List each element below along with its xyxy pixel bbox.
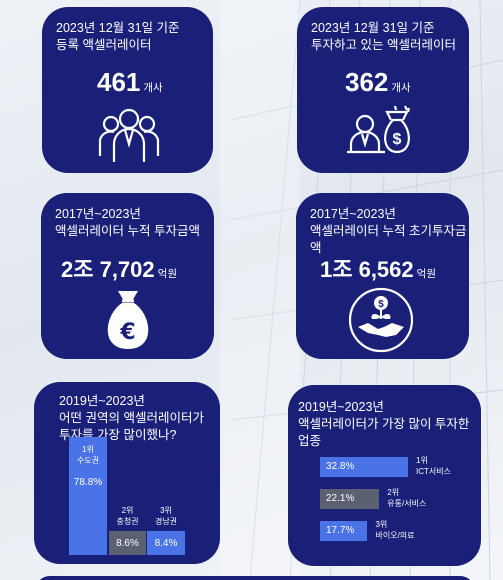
region-bar	[109, 531, 146, 555]
region-rank: 1위	[82, 444, 94, 454]
industry-rank: 1위	[416, 456, 428, 465]
stat-value: 461 개사	[97, 67, 163, 97]
card-title: 투자하고 있는 액셀러레이터	[311, 38, 456, 52]
investor-money-bag-icon: $	[347, 105, 411, 154]
people-group-icon	[98, 108, 160, 162]
svg-text:€: €	[119, 320, 135, 345]
industry-chart-card: 2019년~2023년 액셀러레이터가 가장 많이 투자한 업종 32.8% 1위…	[288, 385, 481, 566]
region-bar-label: 1위 수도권	[63, 444, 113, 466]
region-value-label: 8.6%	[116, 538, 139, 549]
stat-value: 1조 6,562 억원	[320, 257, 436, 282]
svg-text:$: $	[378, 299, 384, 310]
card-date-label: 2017년~2023년	[55, 207, 141, 221]
industry-name: 바이오/의료	[375, 531, 415, 540]
region-name: 수도권	[76, 455, 100, 465]
card-date-label: 2017년~2023년	[310, 207, 396, 221]
industry-rank: 2위	[387, 488, 400, 497]
cumulative-investment-card: 2017년~2023년 액셀러레이터 누적 투자금액 2조 7,702 억원 €	[41, 193, 214, 359]
region-value-label: 8.4%	[154, 538, 178, 549]
next-card	[35, 576, 475, 580]
card-title: 어떤 권역의 액셀러레이터가	[59, 411, 204, 425]
initial-investment-card: 2017년~2023년 액셀러레이터 누적 초기투자금액 1조 6,562 억원 …	[296, 193, 469, 359]
industry-bar: 17.7%	[320, 521, 368, 541]
card-title: 액셀러레이터 누적 초기투자금액	[310, 224, 467, 255]
card-date-label: 2023년 12월 31일 기준	[311, 21, 435, 35]
industry-bar: 22.1%	[320, 489, 380, 509]
region-name: 충청권	[116, 517, 139, 526]
stat-value: 2조 7,702 억원	[61, 257, 177, 282]
investing-accelerators-card: 2023년 12월 31일 기준 투자하고 있는 액셀러레이터 362 개사 $	[297, 7, 469, 173]
industry-bar: 32.8%	[320, 457, 408, 477]
card-title: 등록 액셀러레이터	[56, 38, 152, 52]
registered-accelerators-card: 2023년 12월 31일 기준 등록 액셀러레이터 461 개사	[42, 7, 213, 173]
region-name: 경남권	[154, 517, 178, 526]
region-bar	[147, 531, 185, 555]
region-rank: 3위	[160, 506, 172, 515]
region-bar	[69, 436, 107, 555]
svg-text:$: $	[393, 131, 402, 148]
card-title: 액셀러레이터 누적 투자금액	[55, 224, 200, 238]
stat-value: 362 개사	[345, 67, 411, 97]
euro-money-bag-icon: €	[107, 291, 149, 349]
handshake-coin-plant-icon: $	[348, 287, 414, 353]
region-chart-card: 2019년~2023년 어떤 권역의 액셀러레이터가 투자를 가장 많이했나? …	[34, 382, 220, 564]
region-value-label: 78.8%	[73, 476, 103, 488]
card-date-label: 2019년~2023년	[298, 400, 384, 414]
region-rank: 2위	[121, 506, 134, 515]
card-date-label: 2019년~2023년	[59, 394, 145, 408]
industry-bar-label: 1위 ICT서비스	[416, 455, 451, 477]
card-date-label: 2023년 12월 31일 기준	[56, 21, 180, 35]
industry-name: ICT서비스	[416, 467, 451, 476]
industry-rank: 3위	[375, 520, 388, 529]
card-title: 액셀러레이터가 가장 많이 투자한 업종	[298, 417, 470, 448]
industry-name: 유통/서비스	[387, 499, 427, 508]
